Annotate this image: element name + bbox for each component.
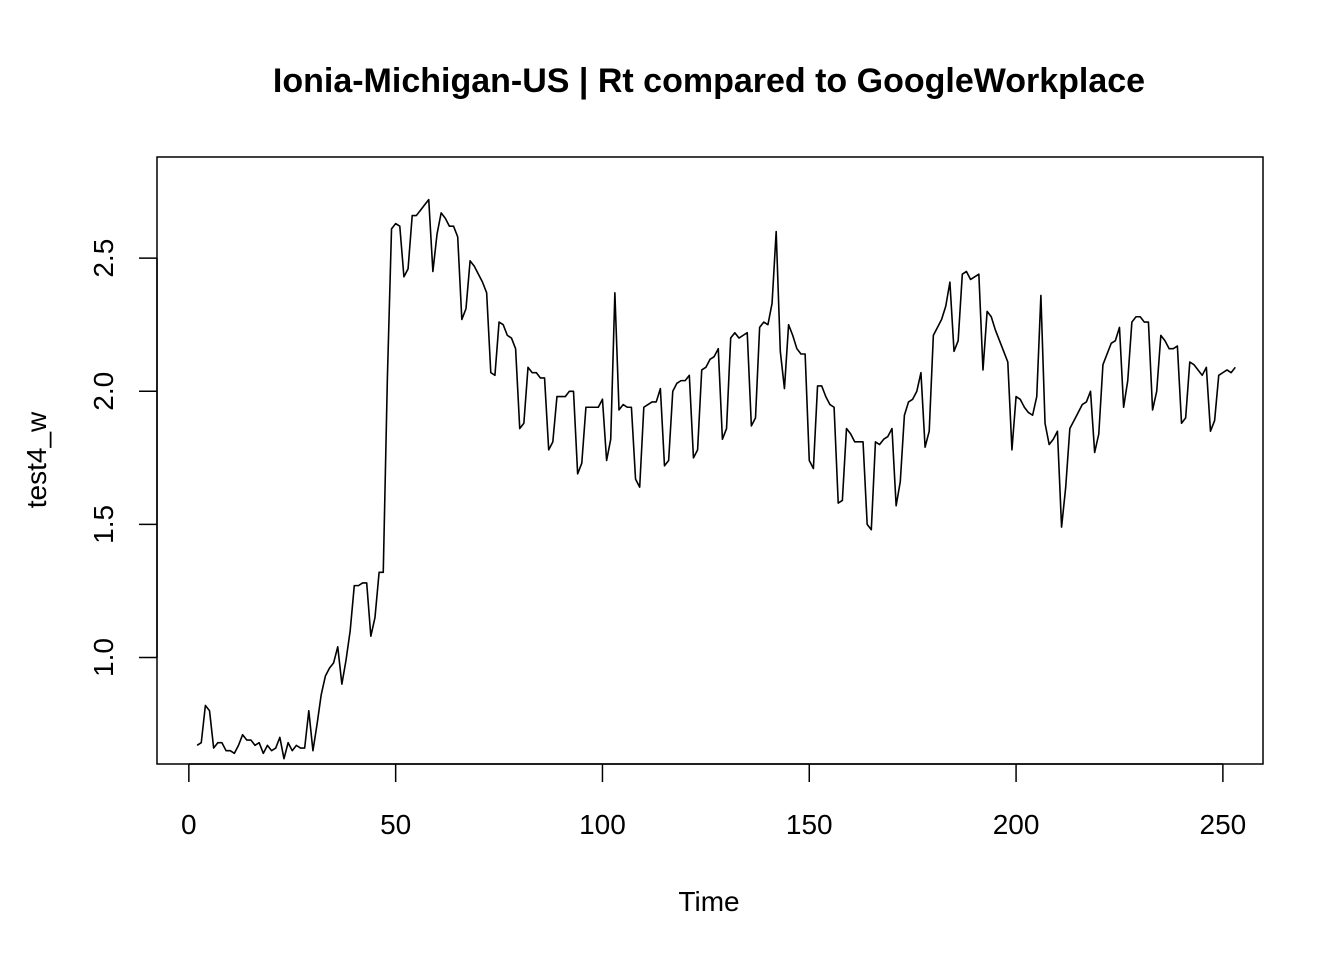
series-line xyxy=(196,198,1236,760)
y-axis: 1.0 1.5 2.0 2.5 xyxy=(88,239,158,677)
x-tick-label: 250 xyxy=(1200,809,1247,840)
y-tick-label: 2.5 xyxy=(88,239,119,278)
plot-frame xyxy=(156,156,1264,765)
x-axis: 0 50 100 150 200 250 xyxy=(181,763,1247,840)
y-tick-label: 1.5 xyxy=(88,505,119,544)
y-tick-label: 1.0 xyxy=(88,638,119,677)
x-tick-label: 200 xyxy=(993,809,1040,840)
x-axis-label: Time xyxy=(678,886,739,917)
x-tick-label: 100 xyxy=(579,809,626,840)
y-tick-label: 2.0 xyxy=(88,372,119,411)
y-axis-label: test4_w xyxy=(21,411,52,508)
chart-title: Ionia-Michigan-US | Rt compared to Googl… xyxy=(273,62,1145,100)
x-tick-label: 50 xyxy=(380,809,411,840)
x-tick-label: 0 xyxy=(181,809,197,840)
series-group xyxy=(196,198,1236,760)
x-tick-label: 150 xyxy=(786,809,833,840)
